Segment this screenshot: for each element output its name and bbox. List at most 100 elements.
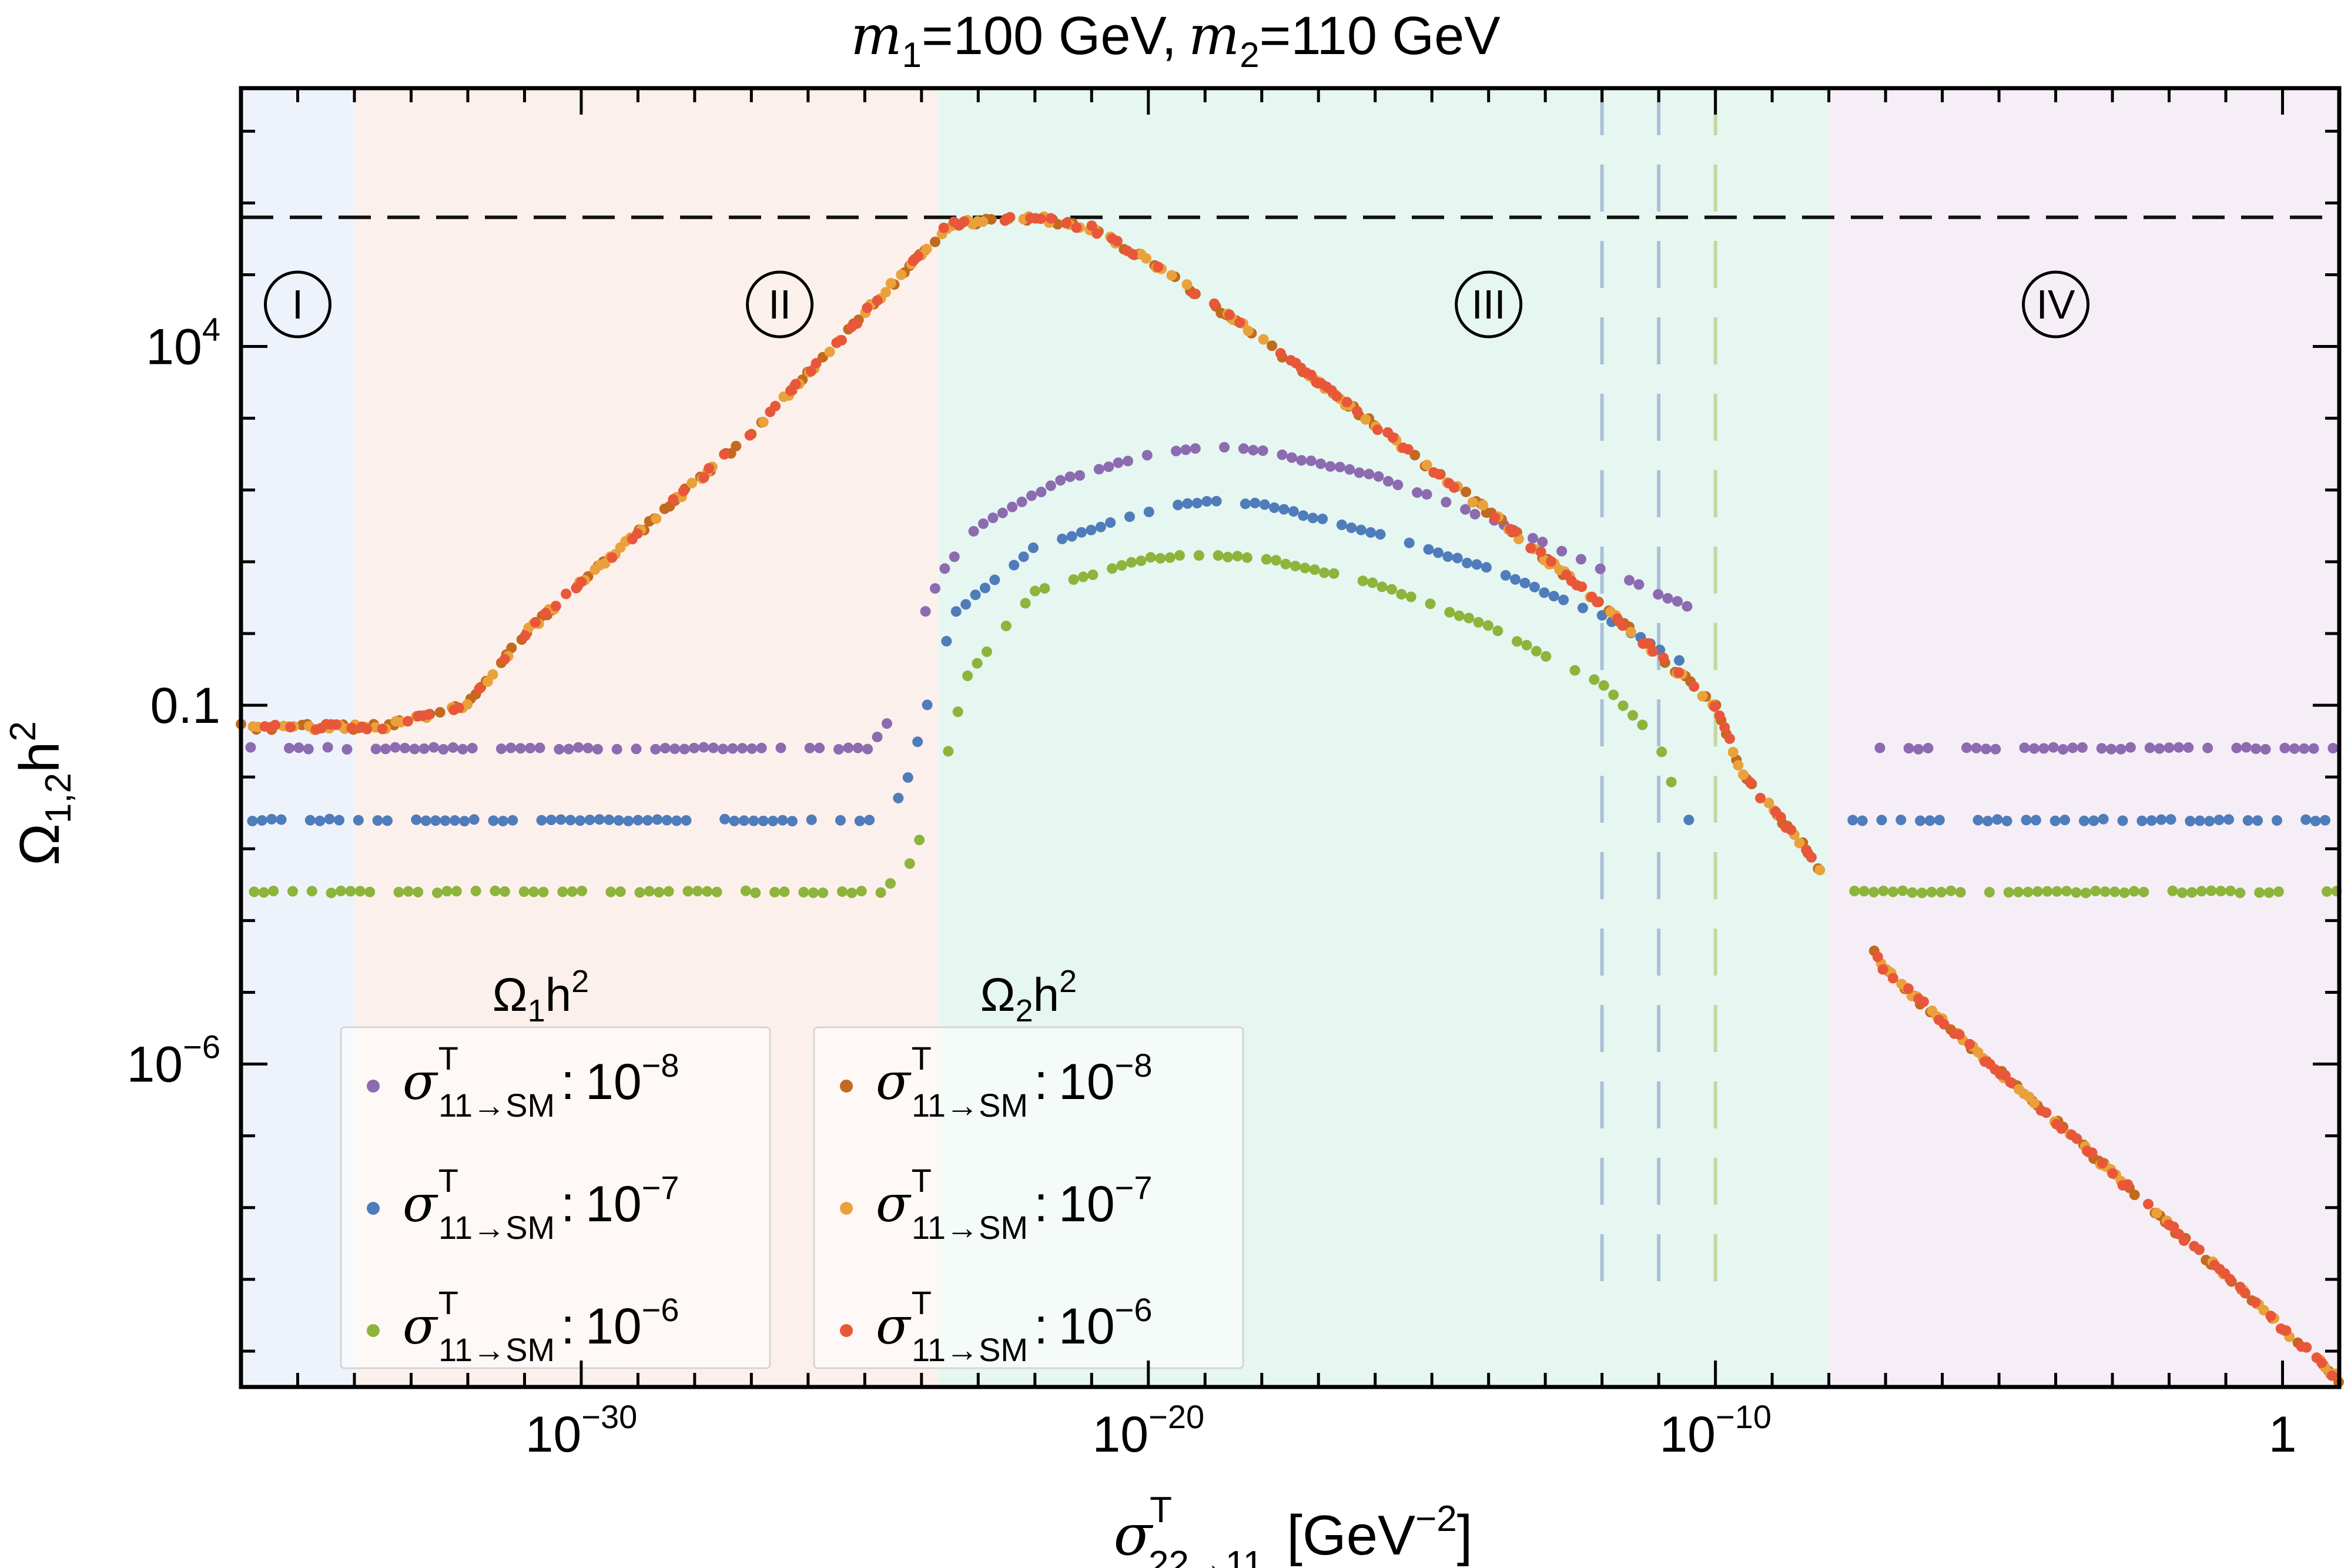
data-point (440, 815, 451, 826)
data-point (1275, 348, 1286, 359)
data-point (1643, 638, 1654, 649)
data-point (1971, 742, 1982, 753)
data-point (1954, 1029, 1965, 1040)
data-point (1535, 546, 1546, 557)
data-point (872, 295, 883, 306)
data-point (1208, 298, 1220, 309)
data-point (1269, 502, 1280, 513)
data-point (1036, 487, 1047, 498)
data-point (2146, 815, 2157, 826)
data-point (1086, 524, 1097, 535)
data-point (1325, 461, 1336, 472)
data-point (862, 743, 873, 755)
data-point (1868, 886, 1880, 897)
x-tick-label-2: 10−20 (1092, 1398, 1204, 1463)
data-point (1915, 815, 1926, 826)
data-point (2129, 1190, 2140, 1201)
data-point (661, 815, 672, 826)
data-point (268, 886, 279, 897)
data-point (525, 742, 536, 753)
data-point (2030, 815, 2041, 826)
data-point (939, 563, 950, 574)
legend-header-omega1: Ω1h2 (493, 964, 589, 1028)
data-point (1558, 594, 1569, 605)
data-point (1173, 500, 1184, 511)
data-point (1847, 815, 1858, 826)
data-point (1250, 497, 1261, 508)
data-point (390, 742, 401, 753)
data-point (1026, 490, 1037, 501)
data-point (555, 814, 567, 825)
data-point (1277, 449, 1288, 460)
data-point (1261, 554, 1272, 565)
data-point (651, 513, 662, 524)
data-point (2310, 815, 2321, 826)
data-point (2128, 886, 2139, 897)
data-point (679, 743, 690, 755)
data-point (293, 742, 304, 753)
data-point (1656, 746, 1667, 758)
data-point (284, 743, 295, 754)
data-point (1068, 574, 1079, 585)
data-point (862, 302, 873, 313)
data-point (324, 813, 335, 825)
data-point (1806, 852, 1817, 863)
data-point (2077, 742, 2088, 753)
data-point (1095, 521, 1106, 532)
data-point (702, 886, 713, 897)
data-point (413, 886, 424, 897)
data-point (1433, 468, 1444, 480)
data-point (1182, 498, 1193, 509)
data-point (567, 886, 578, 897)
data-point (1992, 814, 2003, 825)
data-point (432, 887, 443, 899)
plot-frame (239, 86, 2342, 1389)
data-point (1057, 533, 1068, 544)
data-point (1467, 497, 1478, 508)
data-point (972, 658, 983, 669)
data-point (1857, 815, 1868, 826)
data-point (536, 815, 547, 826)
legend-marker-omega1-2 (367, 1202, 380, 1215)
data-point (642, 815, 653, 826)
data-point (978, 518, 989, 530)
data-point (361, 723, 373, 735)
data-point (2125, 742, 2136, 753)
data-point (402, 716, 413, 727)
data-point (977, 216, 989, 227)
data-point (1257, 445, 1268, 456)
y-tick-label-3: 10−6 (126, 1028, 220, 1093)
data-point (1201, 496, 1213, 507)
data-point (2193, 1244, 2205, 1255)
data-point (790, 378, 801, 390)
data-point (2327, 743, 2339, 754)
data-point (1107, 563, 1118, 574)
data-point (1510, 574, 1521, 585)
data-point (740, 885, 751, 896)
data-point (2071, 1133, 2082, 1144)
data-point (334, 815, 345, 826)
data-point (1461, 486, 1472, 497)
legend-entry-omega1-2: σT 11→SM:10−7 (403, 1162, 679, 1246)
data-point (719, 449, 730, 460)
data-point (632, 815, 644, 826)
data-point (1055, 475, 1066, 486)
data-point (1569, 665, 1580, 676)
data-point (1153, 262, 1164, 273)
data-point (1482, 620, 1493, 631)
data-point (306, 886, 317, 897)
data-point (2001, 815, 2012, 826)
data-point (341, 744, 353, 755)
data-point (2049, 815, 2061, 826)
data-point (1372, 424, 1383, 435)
data-point (1935, 887, 1947, 898)
data-point (949, 551, 960, 562)
data-point (669, 743, 681, 755)
data-point (1719, 722, 1730, 733)
data-point (1473, 617, 1484, 628)
data-point (1234, 317, 1245, 328)
data-point (864, 815, 875, 826)
data-point (1018, 551, 1029, 562)
data-point (2271, 815, 2282, 826)
data-point (989, 574, 1000, 585)
